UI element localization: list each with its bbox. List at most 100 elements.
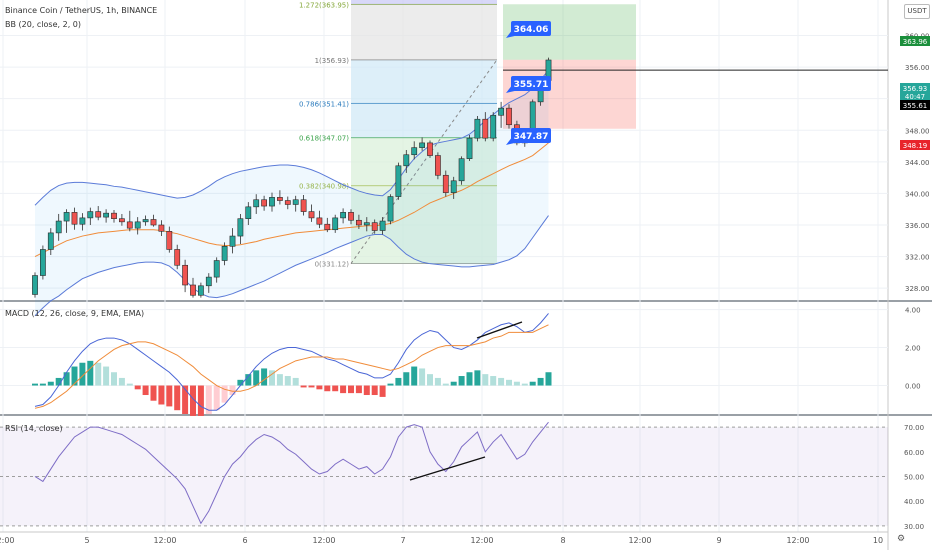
- macd-histogram-bar: [134, 385, 141, 390]
- candle-body: [126, 221, 133, 229]
- macd-histogram-bar: [205, 385, 212, 414]
- price-tick-label: 340.00: [905, 190, 930, 198]
- x-tick-label: 12:00: [628, 536, 651, 545]
- candle-body: [63, 212, 70, 222]
- macd-trend-line: [476, 321, 523, 339]
- bb-fill: [35, 70, 549, 316]
- callout-label: 347.87: [514, 132, 549, 142]
- price-tick-label: 332.00: [905, 254, 930, 262]
- macd-histogram-bar: [261, 368, 268, 386]
- candle-body: [379, 220, 386, 231]
- fib-level-label: 0.382(340.98): [299, 183, 349, 191]
- candle-body: [466, 137, 473, 159]
- candle-body: [324, 223, 331, 231]
- macd-tick-label: 2.00: [905, 345, 921, 353]
- currency-selector[interactable]: USDT: [904, 4, 930, 19]
- macd-histogram-bar: [458, 376, 465, 386]
- macd-histogram-bar: [506, 379, 512, 386]
- macd-histogram-bar: [182, 385, 189, 414]
- price-axis-badge: [900, 91, 930, 101]
- price-axis-badge-label: 355.61: [903, 102, 928, 110]
- macd-histogram-bar: [340, 385, 347, 394]
- macd-histogram-bar: [190, 385, 196, 416]
- candle-body: [174, 249, 181, 266]
- macd-histogram-bar: [450, 381, 457, 386]
- symbol-title[interactable]: Binance Coin / TetherUS, 1h, BINANCE: [5, 6, 158, 15]
- macd-histogram-bar: [419, 368, 426, 386]
- candle-body: [403, 154, 410, 167]
- macd-histogram-bar: [403, 372, 410, 386]
- callout-box: [511, 128, 551, 143]
- candle-body: [205, 276, 212, 287]
- candle-body: [292, 199, 299, 205]
- callout-box: [511, 76, 551, 91]
- macd-histogram-bar: [529, 381, 536, 386]
- candle-body: [363, 222, 370, 226]
- fib-level-label: 0.618(347.07): [299, 135, 349, 143]
- candle-body: [506, 107, 512, 126]
- candle-body: [32, 275, 38, 295]
- macd-histogram-bar: [197, 385, 204, 416]
- candle-body: [371, 222, 378, 231]
- macd-histogram-bar: [103, 366, 110, 386]
- price-tick-label: 356.00: [905, 64, 930, 72]
- macd-histogram-bar: [237, 379, 244, 386]
- x-tick-label: 12:00: [153, 536, 176, 545]
- macd-histogram-bar: [395, 377, 402, 386]
- candle-body: [490, 114, 497, 139]
- candle-body: [276, 197, 283, 201]
- candle-body: [111, 212, 117, 219]
- candle-body: [458, 158, 465, 182]
- macd-histogram-bar: [411, 366, 418, 386]
- price-tick-label: 328.00: [905, 285, 930, 293]
- fib-level-label: 1.272(363.95): [299, 1, 349, 9]
- macd-histogram-bar: [118, 377, 125, 386]
- macd-histogram-bar: [158, 385, 165, 405]
- settings-gear-icon[interactable]: ⚙: [897, 534, 906, 544]
- candle-body: [411, 147, 418, 156]
- macd-histogram-bar: [537, 377, 544, 386]
- macd-histogram-bar: [466, 372, 473, 386]
- candle-body: [134, 221, 141, 229]
- candle-body: [213, 260, 220, 278]
- candle-body: [450, 180, 457, 193]
- price-axis-badge-label: 348.19: [903, 142, 928, 150]
- bb-lower-line: [34, 215, 549, 317]
- pane-separator: [0, 300, 932, 302]
- x-tick-label: 8: [560, 536, 565, 545]
- macd-histogram-bar: [126, 383, 133, 386]
- fib-zone: [351, 0, 497, 5]
- price-axis-badge: [900, 100, 930, 110]
- macd-legend[interactable]: MACD (12, 26, close, 9, EMA, EMA): [5, 309, 145, 318]
- bb-legend[interactable]: BB (20, close, 2, 0): [5, 20, 81, 29]
- macd-histogram-bar: [253, 370, 260, 386]
- x-tick-label: 12:00: [312, 536, 335, 545]
- candle-body: [103, 212, 109, 218]
- candle-body: [39, 249, 46, 276]
- macd-histogram-bar: [316, 385, 323, 390]
- macd-histogram-bar: [363, 385, 370, 396]
- rsi-tick-label: 70.00: [904, 424, 924, 432]
- x-tick-label: 5: [84, 536, 89, 545]
- price-axis-badge-label: 356.93: [903, 85, 928, 93]
- macd-histogram-bar: [482, 374, 489, 386]
- macd-histogram-bar: [521, 383, 528, 386]
- macd-histogram-bar: [371, 385, 378, 396]
- macd-histogram-bar: [434, 377, 441, 386]
- candle-body: [150, 219, 157, 226]
- macd-histogram-bar: [87, 360, 94, 386]
- macd-histogram-bar: [308, 385, 315, 388]
- macd-histogram-bar: [474, 370, 481, 386]
- macd-histogram-bar: [427, 374, 433, 386]
- candle-body: [316, 217, 323, 225]
- macd-histogram-bar: [221, 385, 228, 403]
- candle-body: [419, 142, 425, 148]
- macd-histogram-bar: [39, 383, 46, 386]
- rsi-legend[interactable]: RSI (14, close): [5, 424, 63, 433]
- fib-level-label: 0(331.12): [315, 261, 350, 269]
- macd-histogram-bar: [55, 377, 62, 386]
- macd-histogram-bar: [498, 377, 505, 386]
- macd-histogram-bar: [348, 385, 354, 394]
- bb-basis-line: [34, 142, 549, 258]
